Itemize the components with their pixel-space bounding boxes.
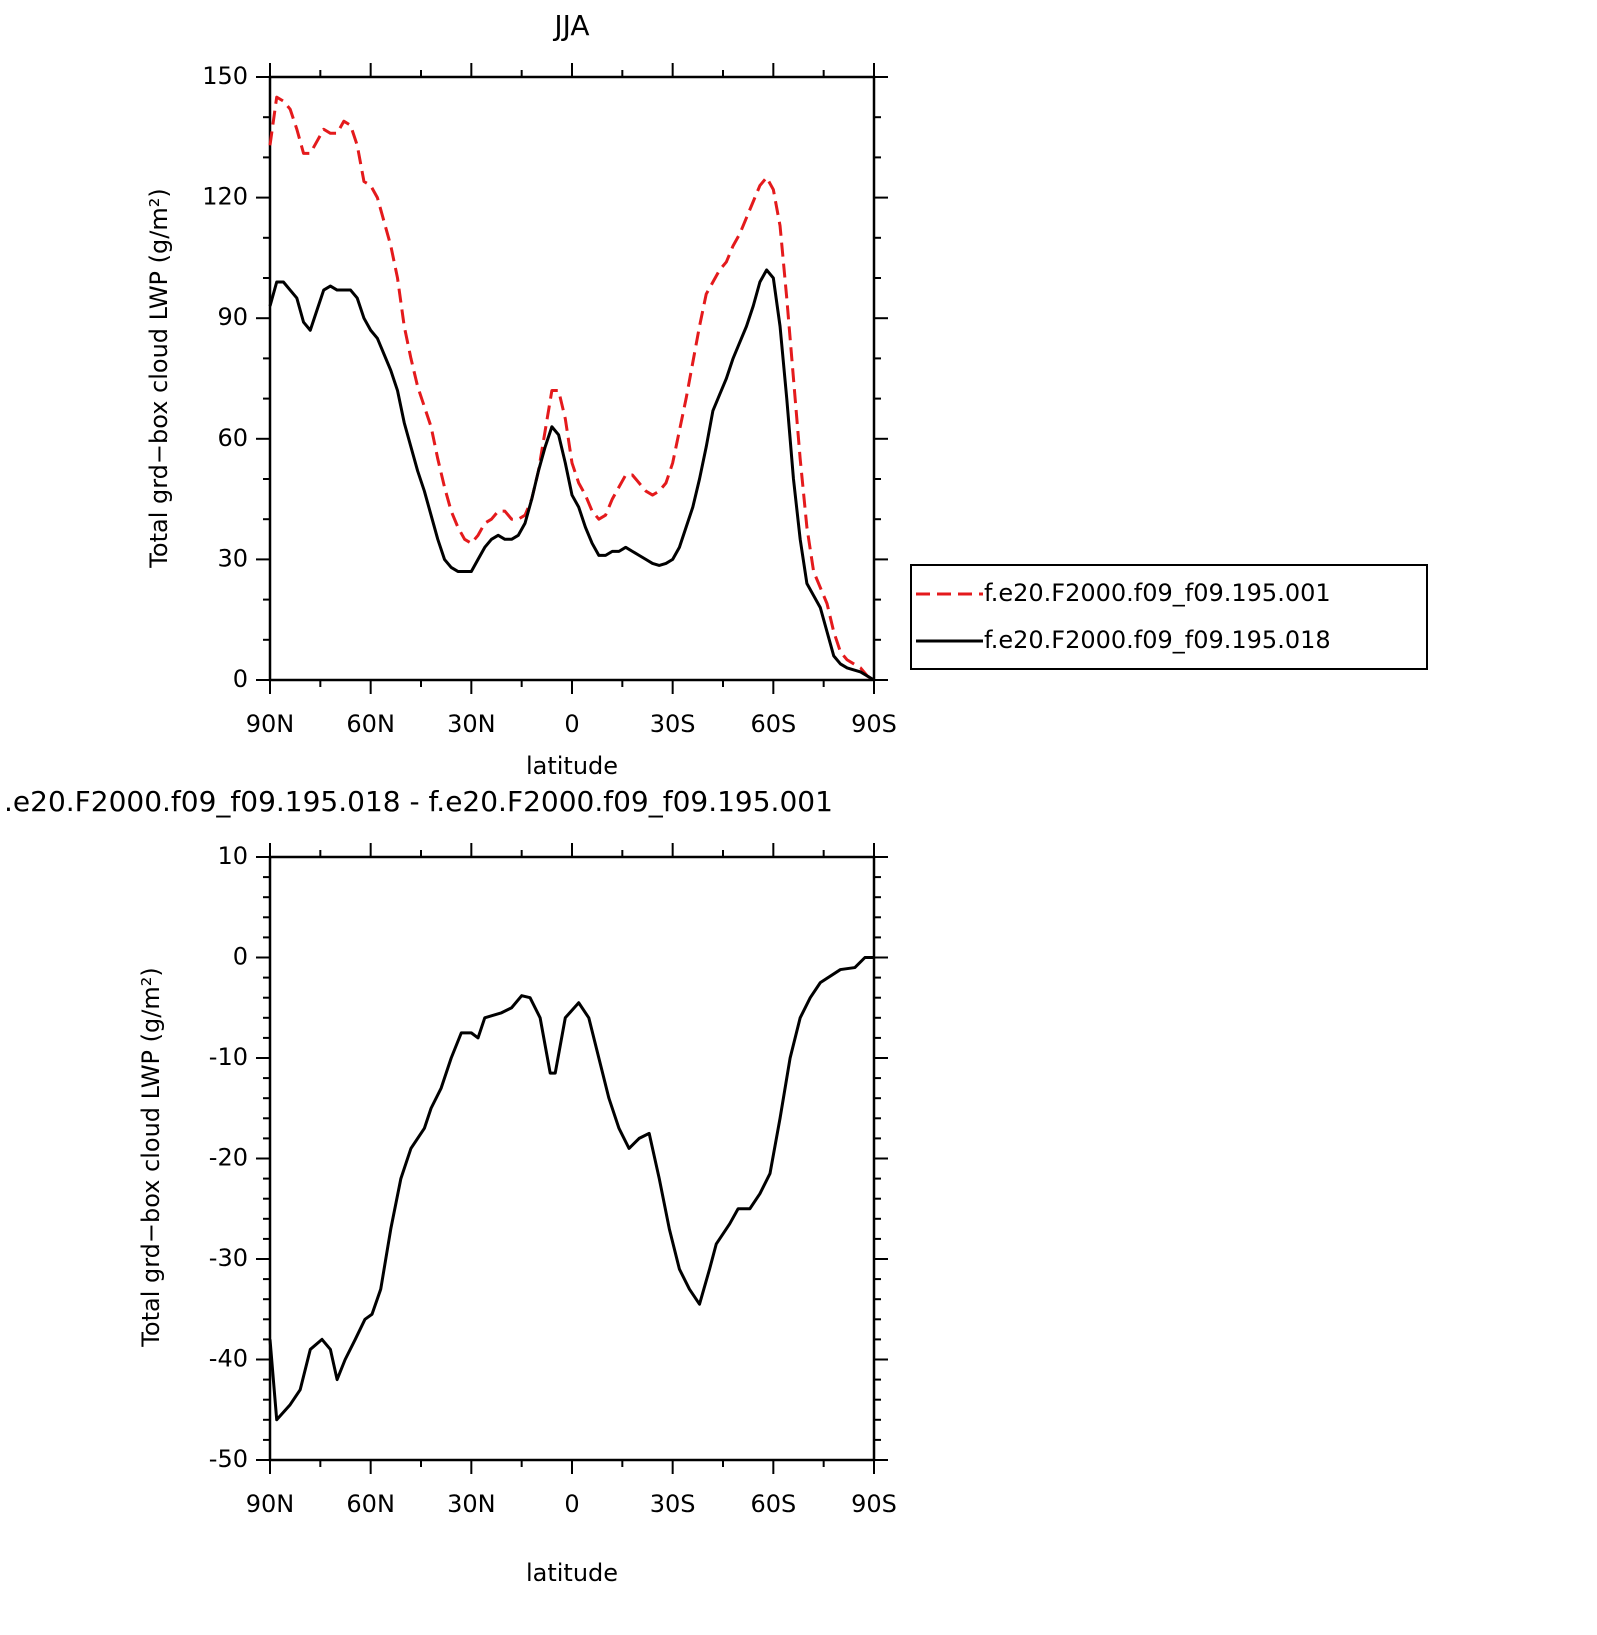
y-tick-label: 10 xyxy=(217,842,248,870)
x-tick-label: 30N xyxy=(447,1490,496,1518)
y-tick-label: 0 xyxy=(233,665,248,693)
chart-title: .e20.F2000.f09_f09.195.018 - f.e20.F2000… xyxy=(4,785,833,818)
x-tick-label: 90N xyxy=(246,710,295,738)
x-tick-label: 90S xyxy=(851,710,897,738)
y-tick-label: -30 xyxy=(209,1244,248,1272)
line-series xyxy=(268,268,875,682)
legend-box xyxy=(910,564,1428,670)
x-tick-label: 60N xyxy=(346,710,395,738)
legend-label: f.e20.F2000.f09_f09.195.018 xyxy=(984,626,1331,654)
x-tick-label: 0 xyxy=(564,710,579,738)
chart-title: JJA xyxy=(552,9,589,42)
y-tick-label: 120 xyxy=(202,183,248,211)
y-tick-label: 0 xyxy=(233,943,248,971)
y-tick-label: 90 xyxy=(217,303,248,331)
y-tick-label: -40 xyxy=(209,1345,248,1373)
plot-frame xyxy=(268,855,876,1462)
y-tick-label: -50 xyxy=(209,1445,248,1473)
y-axis-label: Total grd−box cloud LWP (g/m²) xyxy=(145,188,173,568)
x-axis-label: latitude xyxy=(526,752,618,780)
y-tick-label: 60 xyxy=(217,424,248,452)
y-tick-label: 150 xyxy=(202,62,248,90)
x-tick-label: 30S xyxy=(650,710,696,738)
x-tick-label: 0 xyxy=(564,1490,579,1518)
y-tick-label: 30 xyxy=(217,544,248,572)
x-tick-label: 90N xyxy=(246,1490,295,1518)
y-tick-label: -20 xyxy=(209,1144,248,1172)
x-tick-label: 30N xyxy=(447,710,496,738)
line-series xyxy=(268,956,874,1422)
legend-label: f.e20.F2000.f09_f09.195.001 xyxy=(984,579,1331,607)
y-axis-label: Total grd−box cloud LWP (g/m²) xyxy=(137,967,165,1347)
x-tick-label: 60N xyxy=(346,1490,395,1518)
x-tick-label: 60S xyxy=(750,1490,796,1518)
x-tick-label: 90S xyxy=(851,1490,897,1518)
x-tick-label: 60S xyxy=(750,710,796,738)
line-series xyxy=(268,95,875,682)
y-tick-label: -10 xyxy=(209,1043,248,1071)
x-tick-label: 30S xyxy=(650,1490,696,1518)
x-axis-label: latitude xyxy=(526,1559,618,1587)
